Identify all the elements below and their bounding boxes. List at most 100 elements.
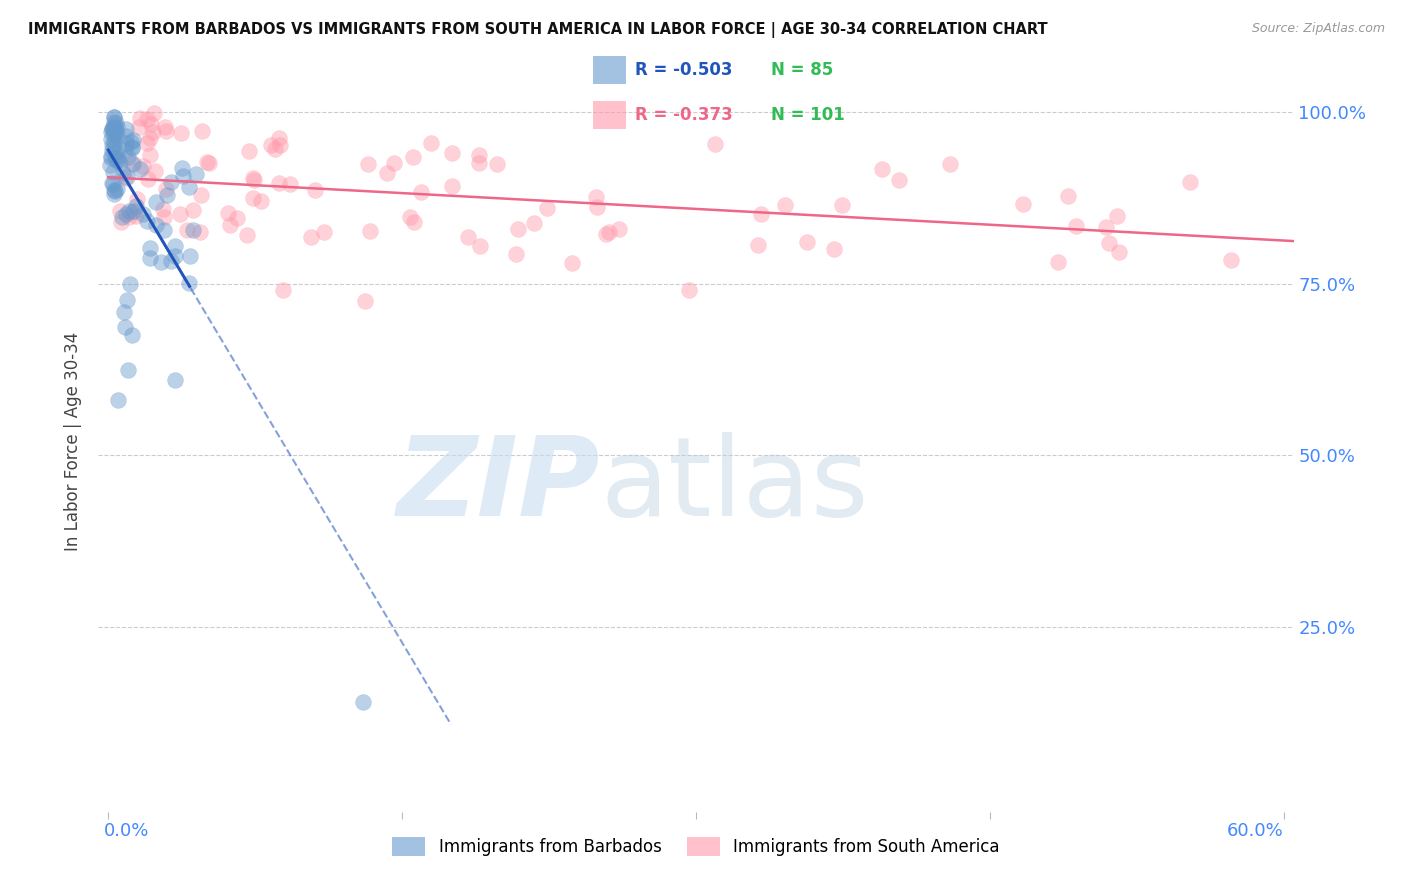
Point	[163, 239, 186, 253]
Point	[103, 134, 125, 148]
Point	[382, 156, 405, 170]
Point	[191, 124, 214, 138]
Point	[153, 210, 176, 224]
Point	[103, 183, 125, 197]
Point	[107, 182, 129, 196]
Point	[749, 207, 772, 221]
Point	[103, 110, 125, 124]
Point	[561, 256, 583, 270]
Point	[271, 283, 294, 297]
Point	[1011, 197, 1033, 211]
Point	[1105, 209, 1128, 223]
Point	[457, 229, 479, 244]
Point	[536, 201, 558, 215]
Point	[1056, 189, 1078, 203]
Point	[217, 205, 239, 219]
Point	[110, 211, 132, 225]
Point	[125, 199, 148, 213]
Point	[773, 198, 796, 212]
Point	[122, 156, 145, 170]
Point	[136, 172, 159, 186]
Point	[870, 162, 893, 177]
Point	[108, 156, 131, 170]
Point	[404, 215, 426, 229]
Point	[1108, 245, 1130, 260]
Point	[100, 125, 122, 139]
Point	[181, 202, 204, 217]
Point	[523, 216, 546, 230]
Point	[115, 170, 138, 185]
Point	[190, 187, 212, 202]
Point	[105, 120, 128, 135]
Point	[172, 169, 194, 183]
Point	[125, 210, 148, 224]
Point	[155, 123, 177, 137]
Point	[100, 148, 122, 162]
Point	[607, 222, 630, 236]
Point	[145, 218, 167, 232]
Point	[153, 223, 176, 237]
Point	[704, 137, 727, 152]
Point	[110, 214, 132, 228]
Point	[98, 158, 121, 172]
Point	[121, 140, 143, 154]
Point	[260, 137, 283, 152]
Point	[120, 277, 142, 292]
Point	[269, 176, 291, 190]
Point	[138, 251, 160, 265]
Point	[747, 238, 769, 252]
Point	[103, 187, 125, 202]
Point	[179, 276, 201, 290]
Point	[889, 173, 911, 187]
Point	[118, 204, 141, 219]
Point	[139, 148, 162, 162]
Point	[105, 153, 128, 168]
Text: IMMIGRANTS FROM BARBADOS VS IMMIGRANTS FROM SOUTH AMERICA IN LABOR FORCE | AGE 3: IMMIGRANTS FROM BARBADOS VS IMMIGRANTS F…	[28, 22, 1047, 38]
Point	[352, 695, 374, 709]
Point	[1180, 175, 1202, 189]
Point	[112, 305, 135, 319]
Point	[172, 161, 194, 176]
Point	[114, 143, 136, 157]
Point	[108, 204, 131, 219]
Point	[103, 128, 125, 142]
Point	[585, 200, 607, 214]
Point	[124, 203, 146, 218]
Point	[357, 157, 380, 171]
Point	[103, 115, 125, 129]
Text: 0.0%: 0.0%	[104, 822, 149, 840]
Point	[145, 195, 167, 210]
Point	[179, 249, 201, 263]
Point	[105, 128, 128, 143]
Point	[114, 171, 136, 186]
Point	[678, 283, 700, 297]
Point	[117, 150, 139, 164]
Point	[115, 129, 138, 144]
Point	[468, 148, 491, 162]
Point	[312, 225, 335, 239]
Point	[138, 241, 160, 255]
Point	[506, 222, 529, 236]
Point	[101, 178, 124, 192]
Point	[235, 227, 257, 242]
Point	[103, 137, 125, 152]
Point	[103, 111, 125, 125]
Point	[105, 124, 128, 138]
Bar	[592, 55, 626, 84]
Point	[132, 206, 155, 220]
Point	[117, 363, 139, 377]
Text: ZIP: ZIP	[396, 433, 600, 540]
Point	[399, 210, 422, 224]
Point	[486, 157, 509, 171]
Point	[198, 156, 221, 170]
Point	[440, 145, 463, 160]
Point	[263, 142, 285, 156]
Point	[118, 210, 141, 224]
Point	[103, 122, 125, 136]
Point	[115, 293, 138, 308]
Point	[165, 249, 187, 263]
Text: 60.0%: 60.0%	[1227, 822, 1284, 840]
Y-axis label: In Labor Force | Age 30-34: In Labor Force | Age 30-34	[65, 332, 83, 551]
Point	[169, 207, 191, 221]
Point	[121, 133, 143, 147]
